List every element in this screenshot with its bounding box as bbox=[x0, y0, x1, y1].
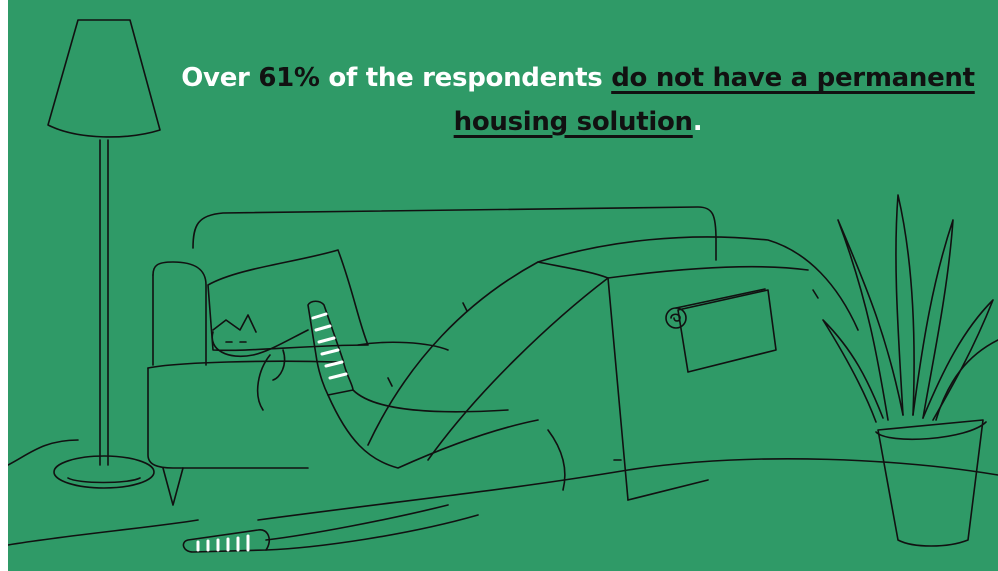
sofa bbox=[147, 206, 717, 506]
headline-percent: 61% bbox=[258, 63, 320, 93]
floor-lines bbox=[8, 439, 998, 546]
cat bbox=[211, 314, 309, 411]
headline-pre: Over bbox=[181, 63, 259, 93]
potted-plant bbox=[822, 194, 998, 547]
headline-mid: of the respondents bbox=[319, 63, 612, 93]
tent-sofa-illustration bbox=[8, 19, 998, 553]
headline-emphasis: do not have a permanent housing solution bbox=[453, 63, 975, 137]
headline-end: . bbox=[692, 107, 703, 137]
tent bbox=[367, 236, 859, 501]
striped-socks bbox=[196, 312, 348, 552]
headline: Over 61% of the respondents do not have … bbox=[158, 56, 998, 144]
illustration-panel: Over 61% of the respondents do not have … bbox=[8, 0, 998, 571]
floor-lamp bbox=[47, 19, 161, 489]
person-legs bbox=[182, 300, 539, 553]
